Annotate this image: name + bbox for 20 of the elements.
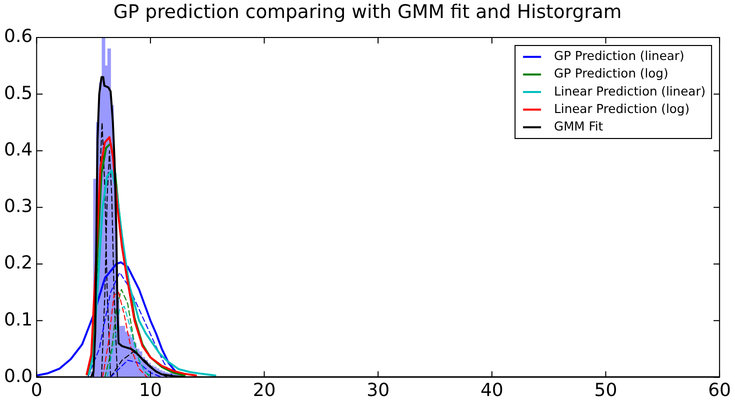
y-tick-label: 0.4 [4,139,33,160]
y-tick-label: 0.2 [4,252,33,274]
legend-label: Linear Prediction (linear) [554,84,706,98]
x-tick-label: 60 [708,380,731,401]
x-tick-label: 20 [252,380,276,401]
x-tick-label: 10 [138,380,162,401]
legend-label: GP Prediction (linear) [554,49,684,64]
x-tick-label: 30 [366,380,390,401]
x-tick-label: 0 [30,380,42,401]
y-tick-label: 0.3 [4,196,33,218]
y-tick-label: 0.1 [4,309,33,330]
x-tick-label: 50 [594,380,618,401]
y-tick-label: 0.5 [4,82,33,104]
y-tick-label: 0.0 [4,366,33,387]
x-tick-label: 40 [480,380,504,401]
legend-label: GMM Fit [554,119,604,134]
y-tick-label: 0.6 [4,26,33,48]
legend-label: Linear Prediction (log) [554,102,690,116]
chart-title: GP prediction comparing with GMM fit and Historgram [113,2,622,24]
legend-label: GP Prediction (log) [554,66,668,81]
